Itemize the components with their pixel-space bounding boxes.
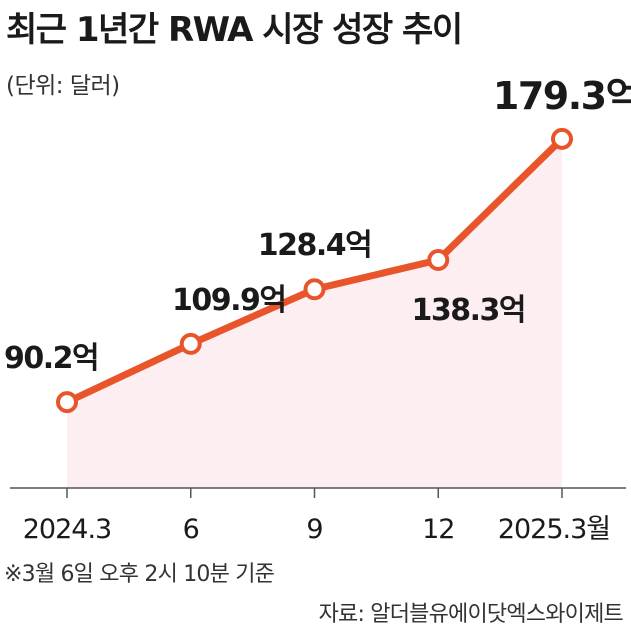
chart-title: 최근 1년간 RWA 시장 성장 추이 xyxy=(6,10,463,50)
x-tick-label: 12 xyxy=(422,514,454,545)
x-tick-label: 6 xyxy=(183,514,199,545)
unit-label: (단위: 달러) xyxy=(6,73,120,99)
data-point xyxy=(179,332,202,355)
data-point xyxy=(56,391,78,414)
x-tick-label: 9 xyxy=(306,514,322,545)
footnote: ※3월 6일 오후 2시 10분 기준 xyxy=(4,562,275,587)
x-tick-label: 2025.3월 xyxy=(498,514,610,545)
x-tick-label: 2024.3 xyxy=(23,514,111,545)
data-label: 179.3억 xyxy=(493,74,631,118)
area-fill xyxy=(67,138,562,488)
data-point xyxy=(303,278,326,301)
data-label: 138.3억 xyxy=(412,293,526,328)
data-label: 90.2억 xyxy=(4,341,98,376)
data-label: 128.4억 xyxy=(258,228,372,263)
data-label: 109.9억 xyxy=(172,283,286,318)
data-point xyxy=(551,127,573,150)
data-point xyxy=(427,248,450,271)
line-chart: 2024.3 6 9 12 2025.3월 90.2억 109.9억 128.4억 138.3억… xyxy=(4,74,631,545)
source-credit: 자료: 알더블유에이닷엑스와이제트 xyxy=(318,602,624,627)
